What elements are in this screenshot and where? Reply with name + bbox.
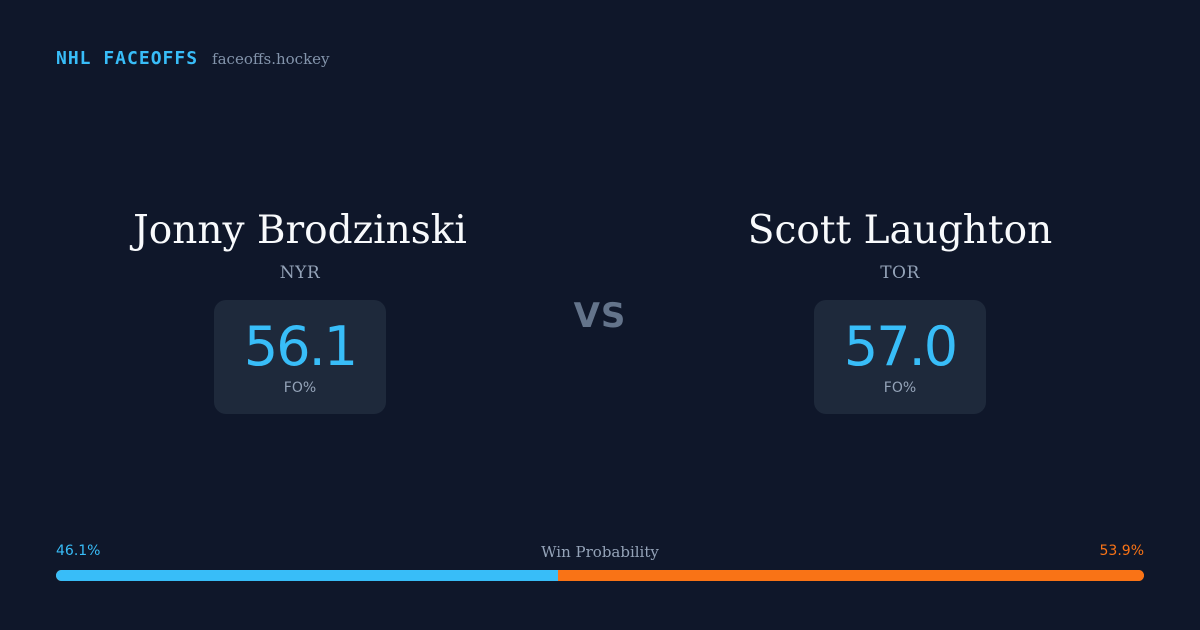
player-team: NYR — [279, 263, 321, 283]
brand-name: NHL FACEOFFS — [56, 48, 199, 69]
stat-label: FO% — [283, 380, 317, 396]
player-left: Jonny Brodzinski NYR 56.1 FO% — [40, 205, 560, 414]
win-probability-bar-right — [557, 570, 1144, 581]
win-probability-labels: 46.1% Win Probability 53.9% — [56, 543, 1144, 563]
player-name: Scott Laughton — [747, 208, 1053, 253]
win-probability-right: 53.9% — [1099, 543, 1144, 559]
stat-value: 57.0 — [843, 315, 958, 378]
stat-card: 56.1 FO% — [213, 300, 387, 414]
win-probability-bar-left — [56, 570, 558, 581]
stat-label: FO% — [883, 380, 917, 396]
player-right: Scott Laughton TOR 57.0 FO% — [640, 205, 1160, 414]
stat-card: 57.0 FO% — [813, 300, 987, 414]
win-probability-title: Win Probability — [541, 543, 659, 561]
brand: NHL FACEOFFS faceoffs.hockey — [56, 48, 330, 69]
stat-value: 56.1 — [243, 315, 358, 378]
win-probability-bar — [56, 570, 1144, 581]
player-name: Jonny Brodzinski — [133, 208, 467, 253]
brand-site: faceoffs.hockey — [212, 50, 330, 68]
player-team: TOR — [880, 263, 920, 283]
vs-label: VS — [573, 296, 627, 336]
win-probability-left: 46.1% — [56, 543, 101, 559]
